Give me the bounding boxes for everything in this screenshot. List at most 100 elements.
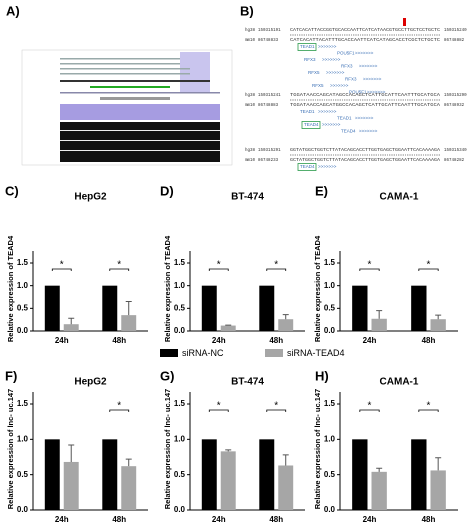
sig-star: * bbox=[117, 260, 121, 271]
motif: TEAD1 bbox=[337, 116, 352, 121]
bar bbox=[259, 285, 275, 331]
start: 86748833 bbox=[258, 39, 279, 43]
x-tick-label: 24h bbox=[363, 336, 377, 345]
bar bbox=[220, 451, 236, 510]
panel-label: H) bbox=[315, 368, 329, 383]
y-tick-label: 1.5 bbox=[17, 258, 29, 267]
sequence: TGGATAACCAGCATGGCCACAGCTCATTGCATTCAATTTG… bbox=[290, 104, 441, 108]
sig-star: * bbox=[60, 260, 64, 271]
motif-arrows: >>>>>>> bbox=[318, 44, 337, 49]
sig-bracket bbox=[266, 409, 287, 412]
legend-label: siRNA-NC bbox=[182, 348, 224, 358]
end: 150315290 bbox=[444, 94, 467, 98]
mark bbox=[403, 18, 406, 26]
start: 150315191 bbox=[258, 29, 281, 33]
panel-label: E) bbox=[315, 183, 328, 198]
bar bbox=[430, 319, 446, 331]
motif-arrows: >>>>>>> bbox=[355, 51, 374, 56]
y-tick-label: 0.0 bbox=[174, 505, 186, 514]
x-tick-label: 48h bbox=[422, 336, 436, 345]
start: 150315241 bbox=[258, 94, 281, 98]
genome: hg38 bbox=[245, 28, 256, 33]
sig-bracket bbox=[109, 268, 130, 271]
start: 86748883 bbox=[258, 104, 279, 108]
end: 150315240 bbox=[444, 29, 467, 33]
y-tick-label: 0.5 bbox=[324, 470, 336, 479]
panel-a: A) bbox=[6, 3, 233, 166]
panel-b: B) hg38 150315191 CATCACATTACCGGTGCACCAATT… bbox=[240, 3, 467, 171]
sig-bracket bbox=[51, 268, 72, 271]
motif: TEAD1 bbox=[300, 44, 315, 49]
panel-label: D) bbox=[160, 183, 174, 198]
bar bbox=[63, 461, 79, 510]
motif: TEAD4 bbox=[300, 164, 315, 169]
panel-label: C) bbox=[5, 183, 19, 198]
motif: TEAD1 bbox=[300, 109, 315, 114]
legend-swatch bbox=[265, 349, 283, 357]
sequence: TGGATAACCAGCATAGCCACAGCTCATTGCATTCAATTTG… bbox=[290, 94, 441, 98]
bar bbox=[201, 439, 217, 510]
bar bbox=[44, 439, 60, 510]
y-axis-label: Relative expression of TEAD4 bbox=[163, 235, 172, 342]
y-tick-label: 0.0 bbox=[324, 505, 336, 514]
bar bbox=[220, 325, 236, 331]
end: 86748282 bbox=[444, 159, 465, 163]
y-tick-label: 0.0 bbox=[17, 326, 29, 335]
sig-bracket bbox=[418, 409, 439, 412]
error-bar bbox=[125, 458, 132, 467]
y-tick-label: 0.5 bbox=[174, 303, 186, 312]
x-tick-label: 48h bbox=[269, 515, 283, 524]
sig-star: * bbox=[217, 260, 221, 271]
chart-title: CAMA-1 bbox=[380, 192, 419, 203]
bar bbox=[371, 471, 387, 510]
chart: E) CAMA-1 Relative expression of TEAD4 0.0 0… bbox=[313, 183, 458, 345]
motif-arrows: >>>>>>> bbox=[359, 64, 378, 69]
sig-bracket bbox=[359, 268, 380, 271]
x-tick-label: 24h bbox=[212, 336, 226, 345]
chart: C) HepG2 Relative expression of TEAD4 0.0 0.… bbox=[5, 183, 148, 345]
panel-label: F) bbox=[5, 368, 17, 383]
y-tick-label: 0.5 bbox=[174, 470, 186, 479]
sequence: GGTATGGCTGGTCTTATACAGCACCTTGGTGAGCTGGAAT… bbox=[290, 149, 441, 153]
x-tick-label: 48h bbox=[112, 336, 126, 345]
bar bbox=[411, 285, 427, 331]
chart-title: HepG2 bbox=[74, 377, 107, 388]
tracks bbox=[60, 58, 220, 162]
sig-star: * bbox=[368, 401, 372, 412]
start: 86748233 bbox=[258, 159, 279, 163]
y-tick-label: 1.5 bbox=[174, 399, 186, 408]
error-bar bbox=[225, 449, 232, 452]
sig-star: * bbox=[427, 260, 431, 271]
end: 86748882 bbox=[444, 39, 465, 43]
bar bbox=[201, 285, 217, 331]
x-tick-label: 24h bbox=[55, 336, 69, 345]
y-axis-label: Relative expression of lnc- uc.147 bbox=[313, 389, 322, 509]
bar bbox=[371, 318, 387, 331]
sig-bracket bbox=[208, 268, 229, 271]
motif-box bbox=[297, 163, 317, 171]
motif-arrows: >>>>>>> bbox=[318, 164, 337, 169]
highlight bbox=[180, 52, 210, 92]
chart: G) BT-474 Relative expression of lnc- uc.1… bbox=[160, 368, 305, 524]
start: 150315291 bbox=[258, 149, 281, 153]
end: 86748932 bbox=[444, 104, 465, 108]
error-bar bbox=[435, 314, 442, 320]
sig-star: * bbox=[274, 260, 278, 271]
error-bar bbox=[282, 454, 289, 466]
y-tick-label: 1.5 bbox=[324, 258, 336, 267]
y-tick-label: 0.5 bbox=[324, 303, 336, 312]
y-tick-label: 1.0 bbox=[324, 434, 336, 443]
y-tick-label: 0.5 bbox=[17, 470, 29, 479]
x-tick-label: 48h bbox=[422, 515, 436, 524]
sig-star: * bbox=[368, 260, 372, 271]
x-tick-label: 24h bbox=[55, 515, 69, 524]
y-tick-label: 0.0 bbox=[174, 326, 186, 335]
sig-star: * bbox=[274, 401, 278, 412]
motif: RFX5 bbox=[308, 70, 320, 75]
bar bbox=[121, 315, 137, 331]
x-tick-label: 48h bbox=[269, 336, 283, 345]
y-axis-label: Relative expression of TEAD4 bbox=[313, 235, 322, 342]
y-tick-label: 1.5 bbox=[17, 399, 29, 408]
error-bar bbox=[435, 457, 442, 471]
error-bar bbox=[125, 301, 132, 316]
